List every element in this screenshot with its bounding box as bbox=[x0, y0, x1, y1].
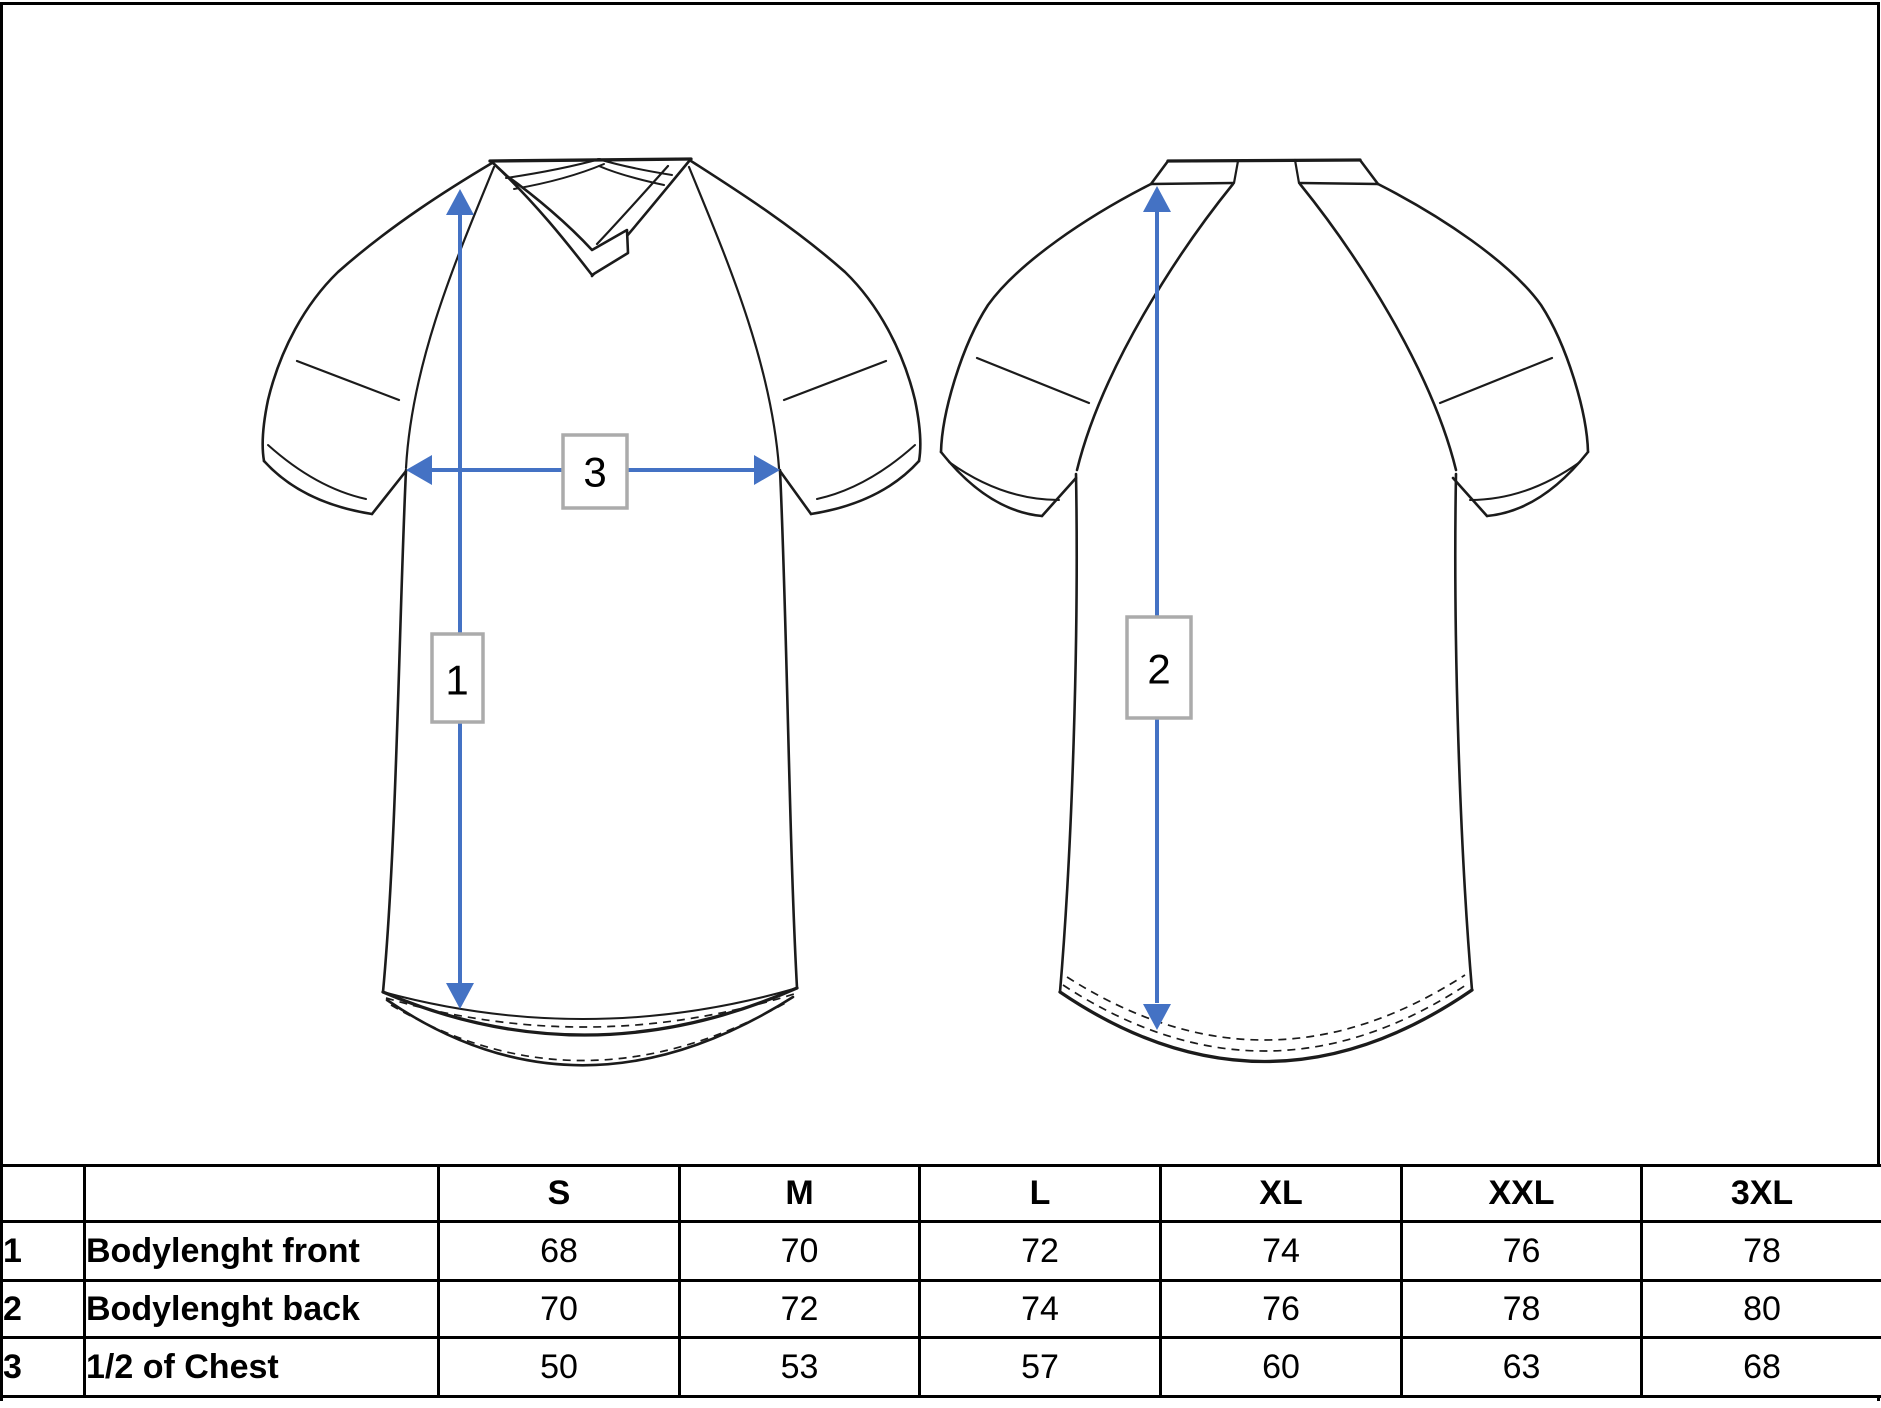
size-value-cell: 78 bbox=[1400, 1279, 1643, 1339]
arrowhead-left-icon bbox=[406, 455, 432, 485]
size-column-header: M bbox=[678, 1164, 921, 1223]
measure-label-box-1: 1 bbox=[430, 632, 485, 724]
size-table: S M L XL XXL 3XL 1 Bodylenght front 68 7… bbox=[0, 1164, 1881, 1398]
size-value-cell: 70 bbox=[678, 1220, 921, 1282]
size-value-cell: 60 bbox=[1159, 1336, 1403, 1398]
collar-crossover bbox=[490, 160, 630, 277]
size-value-cell: 68 bbox=[1640, 1336, 1881, 1398]
size-header-row: S M L XL XXL 3XL bbox=[0, 1164, 1881, 1223]
arrowhead-down-icon bbox=[446, 983, 474, 1009]
measure-label-3: 3 bbox=[583, 449, 606, 496]
measurement-label-cell: 1/2 of Chest bbox=[83, 1336, 440, 1398]
measure-arrow-bodylength-front bbox=[446, 189, 474, 1009]
size-value-cell: 72 bbox=[918, 1220, 1162, 1282]
size-value-cell: 74 bbox=[1159, 1220, 1403, 1282]
size-column-header: XXL bbox=[1400, 1164, 1643, 1223]
size-value-cell: 72 bbox=[678, 1279, 921, 1339]
corner-cell bbox=[83, 1164, 440, 1223]
arrowhead-up-icon bbox=[446, 189, 474, 215]
measure-arrow-bodylength-back bbox=[1143, 186, 1171, 1030]
arrowhead-right-icon bbox=[754, 455, 780, 485]
size-column-header: L bbox=[918, 1164, 1162, 1223]
size-value-cell: 68 bbox=[437, 1220, 681, 1282]
front-shirt-drawing bbox=[261, 157, 922, 1067]
size-column-header: S bbox=[437, 1164, 681, 1223]
table-row: 2 Bodylenght back 70 72 74 76 78 80 bbox=[0, 1279, 1881, 1339]
table-row: 3 1/2 of Chest 50 53 57 60 63 68 bbox=[0, 1336, 1881, 1398]
measure-label-2: 2 bbox=[1147, 646, 1170, 693]
arrowhead-down-icon bbox=[1143, 1004, 1171, 1030]
size-column-header: 3XL bbox=[1640, 1164, 1881, 1223]
size-value-cell: 53 bbox=[678, 1336, 921, 1398]
size-value-cell: 80 bbox=[1640, 1279, 1881, 1339]
measurement-label-cell: Bodylenght front bbox=[83, 1220, 440, 1282]
size-value-cell: 76 bbox=[1159, 1279, 1403, 1339]
corner-cell bbox=[0, 1164, 86, 1223]
table-row: 1 Bodylenght front 68 70 72 74 76 78 bbox=[0, 1220, 1881, 1282]
measure-label-1: 1 bbox=[445, 657, 468, 704]
size-value-cell: 78 bbox=[1640, 1220, 1881, 1282]
measure-label-box-2: 2 bbox=[1125, 615, 1193, 720]
row-number-cell: 3 bbox=[0, 1336, 86, 1398]
size-value-cell: 57 bbox=[918, 1336, 1162, 1398]
row-number-cell: 1 bbox=[0, 1220, 86, 1282]
arrowhead-up-icon bbox=[1143, 186, 1171, 212]
row-number-cell: 2 bbox=[0, 1279, 86, 1339]
size-column-header: XL bbox=[1159, 1164, 1403, 1223]
size-value-cell: 74 bbox=[918, 1279, 1162, 1339]
garment-diagram: 3 1 2 bbox=[261, 157, 1590, 1067]
size-value-cell: 76 bbox=[1400, 1220, 1643, 1282]
size-value-cell: 50 bbox=[437, 1336, 681, 1398]
measure-label-box-3: 3 bbox=[561, 433, 629, 510]
size-value-cell: 70 bbox=[437, 1279, 681, 1339]
back-shirt-drawing bbox=[939, 158, 1590, 1064]
measurement-label-cell: Bodylenght back bbox=[83, 1279, 440, 1339]
size-value-cell: 63 bbox=[1400, 1336, 1643, 1398]
